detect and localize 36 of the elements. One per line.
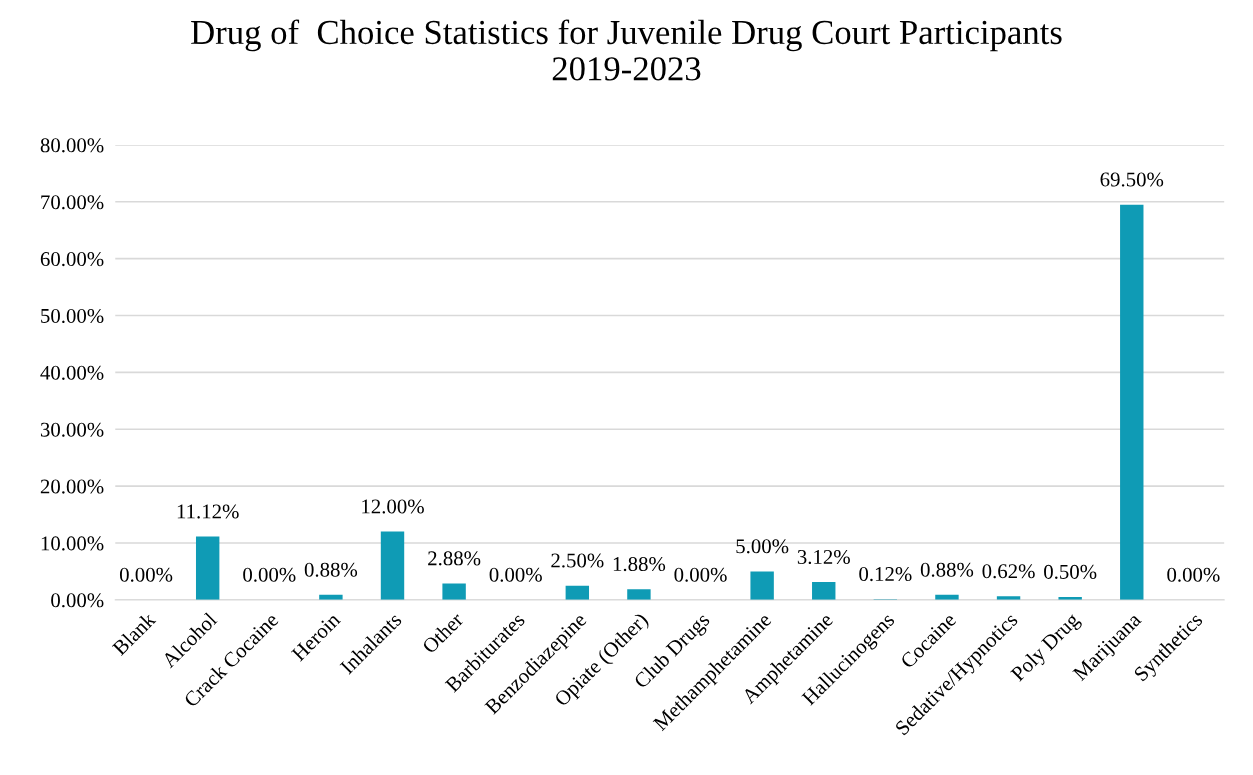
bar xyxy=(1120,204,1144,600)
data-label: 3.12% xyxy=(797,549,850,565)
data-label: 11.12% xyxy=(177,504,239,519)
bar xyxy=(812,582,836,600)
data-label: 69.50% xyxy=(1100,172,1164,187)
data-label: 1.88% xyxy=(613,556,666,572)
data-label: 0.88% xyxy=(920,562,974,577)
data-label: 0.00% xyxy=(674,567,727,582)
data-label: 0.12% xyxy=(859,566,912,582)
y-tick-label: 80.00% xyxy=(40,138,104,153)
bar xyxy=(380,531,405,600)
y-tick-label: 40.00% xyxy=(40,365,104,380)
data-label: 0.00% xyxy=(119,567,173,582)
y-tick-label: 30.00% xyxy=(40,422,104,437)
data-label: 2.50% xyxy=(551,553,604,568)
y-tick-label: 60.00% xyxy=(40,252,104,267)
data-label: 12.00% xyxy=(362,499,424,514)
data-label: 0.00% xyxy=(1167,567,1220,582)
y-tick-label: 70.00% xyxy=(41,195,104,210)
y-tick-label: 0.00% xyxy=(51,593,104,608)
data-label: 2.88% xyxy=(428,551,481,566)
data-label: 0.62% xyxy=(982,564,1035,579)
bar xyxy=(442,583,466,600)
y-tick-label: 20.00% xyxy=(40,479,104,494)
y-tick-label: 50.00% xyxy=(41,308,104,324)
bar xyxy=(627,589,651,600)
data-label: 0.88% xyxy=(304,562,358,577)
bar xyxy=(565,585,590,600)
chart-title: Drug of Choice Statistics for Juvenile Drug Court Participants 2019-2023 xyxy=(191,19,1062,81)
y-tick-label: 10.00% xyxy=(41,536,104,551)
bar xyxy=(750,571,774,600)
data-label: 0.00% xyxy=(489,567,542,582)
data-label: 0.00% xyxy=(243,567,296,582)
data-label: 5.00% xyxy=(736,539,789,554)
bar xyxy=(195,536,220,600)
data-label: 0.50% xyxy=(1044,564,1097,579)
